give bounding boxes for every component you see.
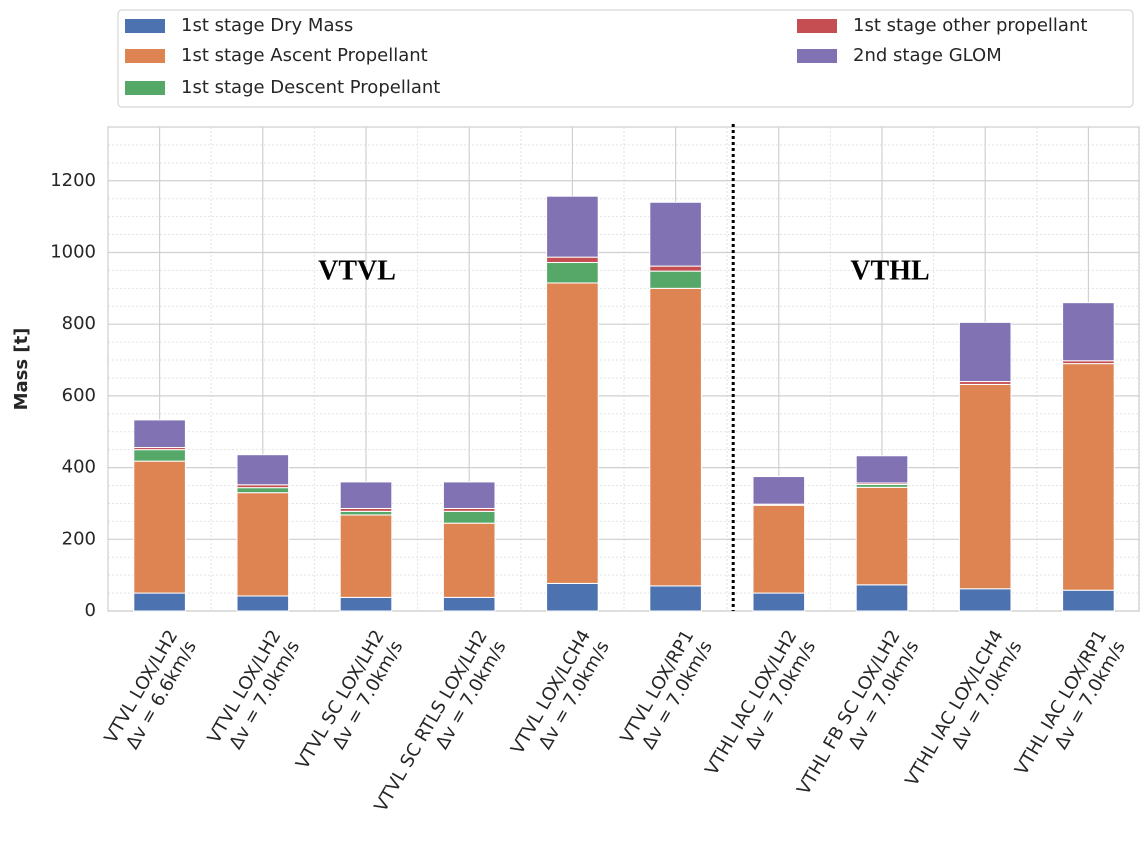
legend-swatch xyxy=(125,49,165,63)
x-tick-label: VTHL IAC LOX/RP1Δv = 7.0km/s xyxy=(1011,627,1130,790)
y-tick-label: 400 xyxy=(62,457,96,478)
y-tick-label: 0 xyxy=(85,600,96,621)
x-tick-label: VTVL LOX/LCH4Δv = 7.0km/s xyxy=(507,627,614,769)
x-tick-label: VTVL LOX/LH2Δv = 7.0km/s xyxy=(204,627,304,758)
y-tick-label: 800 xyxy=(62,313,96,334)
bar-segment xyxy=(649,270,702,289)
annotation: VTVL xyxy=(318,255,396,286)
bar-segment xyxy=(958,383,1012,590)
bar-segment xyxy=(958,588,1012,612)
bar-segment xyxy=(236,492,290,597)
bar-segment xyxy=(133,449,186,462)
bar-segment xyxy=(546,256,599,264)
y-tick-label: 1200 xyxy=(50,170,96,191)
bar-segment xyxy=(752,592,806,612)
bar-segment xyxy=(752,504,806,594)
bar-segment xyxy=(546,262,599,284)
bar-segment xyxy=(649,585,702,612)
legend-swatch xyxy=(125,81,165,95)
bar-segment xyxy=(855,486,909,586)
legend-label: 1st stage Dry Mass xyxy=(181,15,353,36)
bar-segment xyxy=(442,596,496,612)
bar-segment xyxy=(958,321,1012,383)
bar-segment xyxy=(855,455,909,484)
bar-segment xyxy=(649,201,702,267)
x-tick-label: VTHL IAC LOX/LH2Δv = 7.0km/s xyxy=(701,627,820,790)
bar-segment xyxy=(339,514,393,598)
bar-segment xyxy=(442,510,496,524)
bar-segment xyxy=(133,592,186,612)
bar-segment xyxy=(339,481,393,509)
legend-swatch xyxy=(797,49,837,63)
bar-segment xyxy=(855,584,909,612)
bar-segment xyxy=(546,282,599,584)
legend-label: 1st stage Ascent Propellant xyxy=(181,45,428,66)
bar-segment xyxy=(1062,302,1115,362)
bar-segment xyxy=(752,476,806,505)
annotation: VTHL xyxy=(850,255,929,286)
bar-segment xyxy=(649,265,702,272)
bar-segment xyxy=(339,510,393,516)
bar-segment xyxy=(339,596,393,612)
legend-label: 1st stage other propellant xyxy=(853,15,1087,36)
bar-segment xyxy=(236,454,290,486)
legend-label: 1st stage Descent Propellant xyxy=(181,77,440,98)
y-tick-label: 1000 xyxy=(50,241,96,262)
bar-segment xyxy=(442,481,496,509)
legend-box xyxy=(117,9,1134,108)
x-tick-label: VTVL SC LOX/LH2Δv = 7.0km/s xyxy=(292,627,407,784)
legend-label: 2nd stage GLOM xyxy=(853,45,1002,66)
bar-segment xyxy=(1062,363,1115,591)
y-tick-label: 600 xyxy=(62,385,96,406)
y-axis-label: Mass [t] xyxy=(11,328,32,411)
bar-segment xyxy=(546,582,599,612)
legend-swatch xyxy=(125,19,165,33)
bar-segment xyxy=(546,195,599,258)
x-tick-label: VTVL LOX/RP1Δv = 7.0km/s xyxy=(617,627,717,758)
bar-segment xyxy=(236,595,290,612)
bar-segment xyxy=(649,287,702,587)
legend-swatch xyxy=(797,19,837,33)
bar-segment xyxy=(133,419,186,449)
bar-segment xyxy=(133,460,186,594)
bar-segment xyxy=(236,487,290,494)
bar-segment xyxy=(442,522,496,598)
bar-segment xyxy=(1062,589,1115,612)
plot-frame xyxy=(107,126,1140,612)
x-tick-label: VTVL LOX/LH2Δv = 6.6km/s xyxy=(100,627,200,758)
y-tick-label: 200 xyxy=(62,528,96,549)
